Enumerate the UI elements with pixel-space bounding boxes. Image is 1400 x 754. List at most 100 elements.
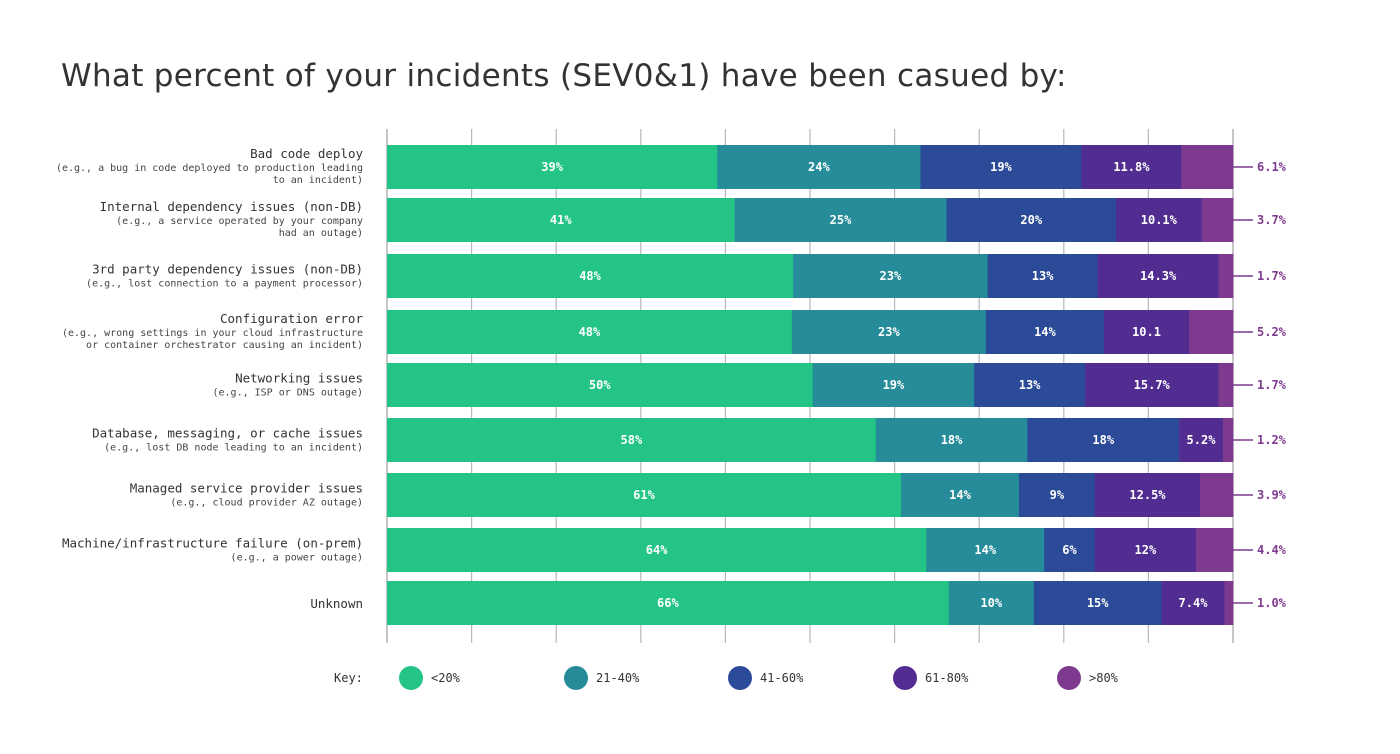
category-name: Unknown [310, 596, 363, 611]
category-example: to an incident) [273, 175, 363, 186]
bar-segment [1161, 581, 1225, 625]
data-label: 1.0% [1257, 596, 1287, 610]
category-name: Networking issues [235, 370, 363, 385]
legend-swatch [564, 666, 588, 690]
bar-segment [974, 363, 1086, 407]
legend-item: 61-80% [893, 666, 969, 690]
row-labels: Bad code deploy (e.g., a bug in code depl… [56, 146, 364, 611]
bar-segment [1018, 473, 1096, 517]
data-label: 4.4% [1257, 543, 1287, 557]
data-label: 1.7% [1257, 378, 1287, 392]
category-example: had an outage) [279, 228, 363, 239]
bar-segment [1033, 581, 1162, 625]
bar-segment [387, 363, 813, 407]
bar-segment [1103, 310, 1190, 354]
bars: 39% 24% 19% 11.8% 6.1% 41% 25% 20% 10.1% 3.7% 48% 2… [387, 145, 1287, 625]
data-label: 14% [949, 488, 971, 502]
bar-segment [1084, 363, 1219, 407]
data-label: 15.7% [1134, 378, 1171, 392]
bar-segment [793, 254, 988, 298]
legend-label: >80% [1089, 671, 1119, 685]
legend-swatch [399, 666, 423, 690]
data-label: 3.7% [1257, 213, 1287, 227]
data-label: 15% [1087, 596, 1109, 610]
bar-segment [1027, 418, 1180, 462]
data-label: 14% [974, 543, 996, 557]
data-label: 24% [808, 160, 830, 174]
legend-label: 41-60% [760, 671, 804, 685]
bar-segment [387, 145, 718, 189]
bar-row: 64% 14% 6% 12% 4.4% [387, 528, 1287, 572]
bar-segment [1097, 254, 1219, 298]
data-label: 9% [1050, 488, 1065, 502]
bar-segment [875, 418, 1028, 462]
data-label: 20% [1020, 213, 1042, 227]
row-label: Bad code deploy (e.g., a bug in code depl… [56, 146, 364, 186]
row-label: Networking issues (e.g., ISP or DNS outag… [212, 370, 363, 398]
bar-segment [387, 198, 735, 242]
data-label: 10% [980, 596, 1002, 610]
row-label: Machine/infrastructure failure (on-prem)… [62, 535, 363, 563]
category-example: (e.g., wrong settings in your cloud infr… [62, 328, 363, 339]
chart-title: What percent of your incidents (SEV0&1) … [61, 58, 1067, 94]
legend-item: <20% [399, 666, 461, 690]
data-label: 39% [541, 160, 563, 174]
bar-segment [1201, 198, 1234, 242]
bar-row: 50% 19% 13% 15.7% 1.7% [387, 363, 1287, 407]
bar-segment [717, 145, 921, 189]
bar-segment [1189, 310, 1234, 354]
bar-segment [901, 473, 1020, 517]
bar-segment [1200, 473, 1234, 517]
data-label: 3.9% [1257, 488, 1287, 502]
data-label: 23% [880, 269, 902, 283]
category-example: (e.g., lost DB node leading to an incide… [104, 442, 363, 453]
bar-row: 58% 18% 18% 5.2% 1.2% [387, 418, 1287, 462]
category-example: or container orchestrator causing an inc… [86, 340, 363, 351]
bar-segment [948, 581, 1035, 625]
bar-row: 61% 14% 9% 12.5% 3.9% [387, 473, 1287, 517]
bar-segment [1195, 528, 1234, 572]
data-label: 19% [883, 378, 905, 392]
data-label: 6.1% [1257, 160, 1287, 174]
category-example: (e.g., lost connection to a payment proc… [86, 278, 363, 289]
bar-segment [387, 581, 950, 625]
legend-label: 21-40% [596, 671, 640, 685]
bar-segment [1094, 528, 1197, 572]
data-label: 58% [621, 433, 643, 447]
data-label: 13% [1019, 378, 1041, 392]
data-label: 13% [1032, 269, 1054, 283]
data-label: 48% [579, 325, 601, 339]
category-example: (e.g., a service operated by your compan… [116, 216, 363, 227]
data-label: 1.2% [1257, 433, 1287, 447]
bar-segment [985, 310, 1105, 354]
row-label: Configuration error (e.g., wrong settings… [62, 311, 363, 351]
bar-row: 41% 25% 20% 10.1% 3.7% [387, 198, 1287, 242]
data-label: 11.8% [1113, 160, 1150, 174]
data-label: 1.7% [1257, 269, 1287, 283]
bar-segment [1044, 528, 1096, 572]
bar-row: 39% 24% 19% 11.8% 6.1% [387, 145, 1287, 189]
bar-row: 48% 23% 13% 14.3% 1.7% [387, 254, 1287, 298]
bar-segment [1222, 418, 1234, 462]
category-name: Internal dependency issues (non-DB) [100, 199, 363, 214]
bar-segment [926, 528, 1045, 572]
row-label: Database, messaging, or cache issues (e.g… [92, 425, 363, 453]
legend-swatch [893, 666, 917, 690]
bar-segment [1181, 145, 1234, 189]
legend-item: 41-60% [728, 666, 804, 690]
bar-segment [791, 310, 987, 354]
row-label: Unknown [310, 596, 363, 611]
category-name: Configuration error [220, 311, 363, 326]
category-name: Machine/infrastructure failure (on-prem) [62, 535, 363, 550]
bar-segment [387, 473, 902, 517]
bar-segment [387, 528, 927, 572]
bar-segment [1081, 145, 1182, 189]
bar-segment [1094, 473, 1201, 517]
legend-label: 61-80% [925, 671, 969, 685]
legend-item: >80% [1057, 666, 1119, 690]
data-label: 23% [878, 325, 900, 339]
bar-segment [387, 418, 877, 462]
row-label: Internal dependency issues (non-DB) (e.g.… [100, 199, 363, 239]
data-label: 7.4% [1179, 596, 1209, 610]
